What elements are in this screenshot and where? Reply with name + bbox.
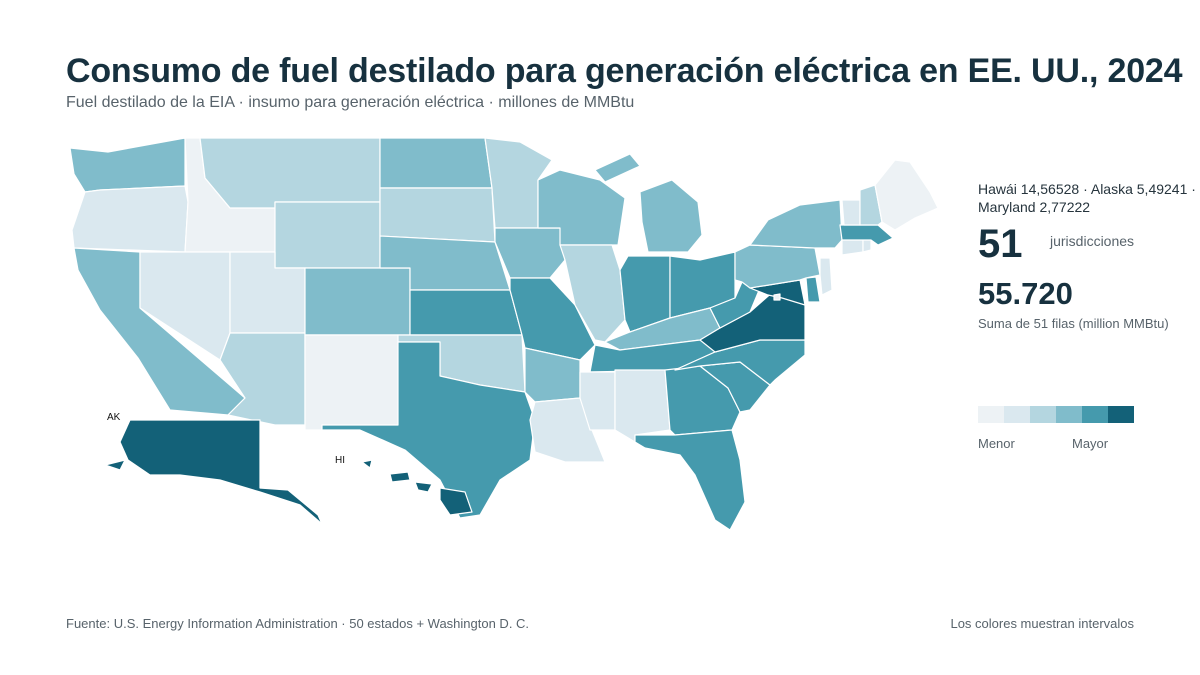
legend-swatch-5 bbox=[1082, 406, 1108, 423]
total-value: 55.720 bbox=[978, 276, 1073, 311]
legend-low-label: Menor bbox=[978, 436, 1015, 451]
state-ks[interactable] bbox=[409, 289, 523, 336]
state-ny[interactable] bbox=[749, 199, 843, 249]
state-de[interactable] bbox=[805, 276, 821, 303]
state-wi[interactable] bbox=[537, 169, 626, 246]
state-vt[interactable] bbox=[841, 199, 861, 226]
state-wy[interactable] bbox=[274, 201, 381, 269]
state-mt[interactable] bbox=[199, 137, 381, 209]
state-co[interactable] bbox=[304, 267, 411, 336]
total-label: Suma de 51 filas (million MMBtu) bbox=[978, 316, 1169, 331]
state-nd[interactable] bbox=[379, 137, 493, 189]
hawaii-label: HI bbox=[335, 455, 345, 466]
state-az[interactable] bbox=[219, 332, 306, 426]
state-hi[interactable] bbox=[361, 459, 473, 516]
state-ia[interactable] bbox=[494, 227, 566, 279]
legend-high-label: Mayor bbox=[1072, 436, 1109, 451]
state-tx[interactable] bbox=[321, 341, 536, 519]
state-fl[interactable] bbox=[634, 429, 746, 531]
legend-swatch-1 bbox=[978, 406, 1004, 423]
legend-swatch-6 bbox=[1108, 406, 1134, 423]
state-me[interactable] bbox=[874, 159, 939, 231]
state-nm[interactable] bbox=[304, 334, 399, 431]
color-legend bbox=[978, 406, 1134, 423]
state-dc[interactable] bbox=[773, 293, 781, 301]
state-ms[interactable] bbox=[579, 371, 616, 431]
state-ri[interactable] bbox=[862, 239, 872, 253]
state-mi[interactable] bbox=[594, 153, 703, 253]
legend-swatch-2 bbox=[1004, 406, 1030, 423]
legend-swatch-3 bbox=[1030, 406, 1056, 423]
state-or[interactable] bbox=[71, 185, 189, 253]
color-note: Los colores muestran intervalos bbox=[950, 616, 1134, 631]
top-states-highlights: Hawái 14,56528 · Alaska 5,49241 · Maryla… bbox=[978, 181, 1196, 215]
legend-swatch-4 bbox=[1056, 406, 1082, 423]
state-ct[interactable] bbox=[841, 239, 864, 256]
state-wa[interactable] bbox=[69, 137, 186, 193]
page-title: Consumo de fuel destilado para generació… bbox=[66, 52, 1183, 90]
source-note: Fuente: U.S. Energy Information Administ… bbox=[66, 616, 530, 631]
count-stat: 51 jurisdicciones bbox=[978, 222, 1178, 266]
page-subtitle: Fuel destilado de la EIA · insumo para g… bbox=[66, 94, 635, 111]
alaska-label: AK bbox=[107, 412, 121, 423]
choropleth-map: AK HI bbox=[60, 130, 950, 550]
state-ak[interactable] bbox=[104, 419, 323, 525]
state-al[interactable] bbox=[614, 369, 671, 443]
count-label: jurisdicciones bbox=[1050, 233, 1135, 249]
count-value: 51 bbox=[978, 222, 1023, 266]
state-nj[interactable] bbox=[819, 257, 833, 296]
state-sd[interactable] bbox=[379, 187, 496, 243]
